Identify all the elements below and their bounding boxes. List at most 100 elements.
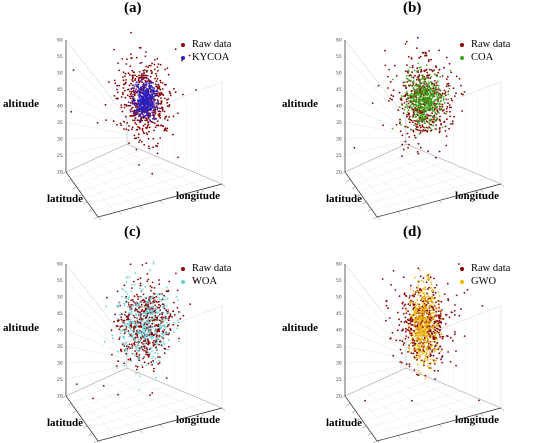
algorithm-data-point xyxy=(435,308,438,311)
raw-data-point xyxy=(414,136,417,139)
algorithm-data-point xyxy=(422,321,424,323)
algorithm-data-point xyxy=(418,327,421,329)
raw-data-point xyxy=(438,150,441,153)
algorithm-data-point xyxy=(428,122,431,125)
algorithm-data-point xyxy=(417,321,420,323)
algorithm-data-point xyxy=(419,66,422,69)
grid-line xyxy=(92,383,152,428)
raw-data-point xyxy=(137,136,140,139)
algorithm-data-point xyxy=(133,321,136,324)
algorithm-data-point xyxy=(422,344,425,347)
algorithm-data-point xyxy=(127,320,130,322)
raw-data-point xyxy=(151,392,154,394)
grid-line xyxy=(65,280,128,346)
algorithm-data-point xyxy=(414,276,416,279)
raw-data-point xyxy=(435,357,438,360)
raw-data-point xyxy=(160,124,162,127)
raw-data-point xyxy=(147,362,150,365)
grid-line xyxy=(349,149,420,179)
algorithm-data-point xyxy=(430,283,433,286)
raw-data-point xyxy=(415,125,418,128)
algorithm-data-point xyxy=(148,312,151,314)
legend: Raw data COA xyxy=(460,38,510,64)
grid-line xyxy=(65,137,128,140)
raw-data-point xyxy=(409,295,411,297)
algorithm-data-point xyxy=(430,341,432,344)
algorithm-data-point xyxy=(420,309,422,312)
algorithm-data-point xyxy=(424,334,427,337)
algorithm-data-point xyxy=(124,301,127,304)
algorithm-data-point xyxy=(418,90,421,93)
algorithm-data-point xyxy=(119,314,121,316)
raw-data-point xyxy=(439,105,441,108)
algorithm-data-point xyxy=(159,335,162,337)
algorithm-data-point xyxy=(411,300,413,303)
algorithm-data-point xyxy=(418,346,421,349)
algorithm-data-point xyxy=(431,325,433,328)
raw-data-point xyxy=(426,292,428,295)
raw-data-point xyxy=(136,355,138,358)
grid-line xyxy=(363,390,461,422)
algorithm-data-point xyxy=(422,113,425,116)
y-tick xyxy=(362,425,367,429)
z-tick-label: 30 xyxy=(336,361,342,367)
algorithm-data-point xyxy=(121,321,124,324)
raw-data-point xyxy=(445,94,447,97)
legend: Raw data GWO xyxy=(460,262,510,288)
algorithm-data-point xyxy=(111,337,114,340)
algorithm-data-point xyxy=(140,323,143,326)
raw-data-point xyxy=(428,114,430,117)
raw-data-point xyxy=(182,93,184,96)
raw-data-point xyxy=(130,107,133,110)
raw-data-point xyxy=(460,308,462,310)
raw-data-point xyxy=(435,284,438,286)
raw-data-point xyxy=(111,353,113,356)
raw-data-point xyxy=(398,295,401,297)
raw-data-point xyxy=(140,313,143,315)
algorithm-data-point xyxy=(430,299,433,302)
raw-data-point xyxy=(145,51,147,53)
raw-data-point xyxy=(401,155,403,158)
raw-data-point xyxy=(460,84,462,87)
algorithm-data-point xyxy=(425,93,427,96)
raw-data-point xyxy=(153,122,156,125)
raw-data-point xyxy=(153,68,156,71)
algorithm-data-point xyxy=(426,359,429,362)
algorithm-data-point xyxy=(143,108,146,111)
raw-data-point xyxy=(413,344,416,346)
raw-data-point xyxy=(418,74,421,76)
algorithm-data-point xyxy=(425,299,427,302)
grid-line xyxy=(65,72,128,125)
algorithm-data-point xyxy=(435,343,438,346)
raw-data-point xyxy=(168,104,171,106)
z-tick-label: 20 xyxy=(336,170,342,176)
raw-data-point xyxy=(138,141,140,144)
raw-data-point xyxy=(161,312,164,314)
raw-data-point xyxy=(417,374,420,377)
y-axis-title: latitude xyxy=(326,417,363,429)
algorithm-data-point xyxy=(134,83,137,86)
raw-data-point xyxy=(159,116,162,119)
raw-data-point xyxy=(433,109,436,111)
raw-data-point xyxy=(160,102,162,104)
raw-data-point xyxy=(421,359,423,362)
algorithm-data-point xyxy=(440,107,443,109)
algorithm-data-point xyxy=(412,340,415,343)
z-tick-label: 60 xyxy=(57,262,63,268)
algorithm-data-point xyxy=(438,300,441,302)
raw-data-point xyxy=(132,76,134,79)
algorithm-data-point xyxy=(421,290,423,293)
raw-data-point xyxy=(126,122,129,124)
z-tick-label: 35 xyxy=(57,344,63,350)
algorithm-data-point xyxy=(424,355,427,358)
grid-line xyxy=(388,151,466,194)
raw-data-point xyxy=(425,303,428,306)
algorithm-data-point xyxy=(124,314,127,317)
algorithm-data-point xyxy=(429,345,432,348)
raw-data-point xyxy=(120,316,123,318)
raw-data-point xyxy=(104,103,107,106)
raw-data-point xyxy=(127,72,130,75)
algorithm-data-point xyxy=(434,106,436,108)
algorithm-data-point xyxy=(179,311,182,314)
raw-data-point xyxy=(141,366,144,369)
